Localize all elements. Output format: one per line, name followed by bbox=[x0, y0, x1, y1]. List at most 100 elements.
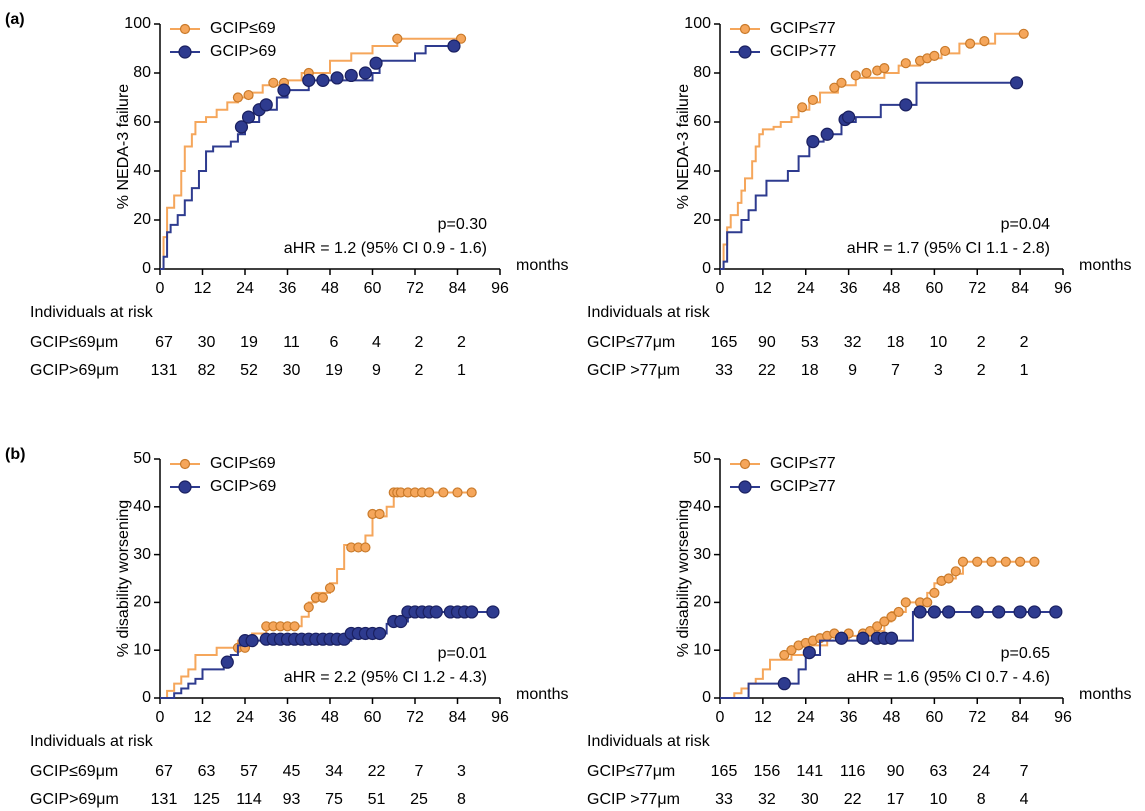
risk-count: 32 bbox=[758, 791, 776, 808]
risk-row-name: GCIP≤69μm bbox=[30, 334, 118, 351]
risk-count: 22 bbox=[758, 362, 776, 379]
legend-label: GCIP>69 bbox=[210, 43, 276, 60]
censor-marker bbox=[842, 110, 856, 124]
legend-marker bbox=[178, 480, 192, 494]
censor-marker bbox=[943, 573, 954, 584]
censor-marker bbox=[465, 605, 479, 619]
censor-marker bbox=[879, 62, 890, 74]
censor-marker bbox=[232, 92, 244, 103]
censor-marker bbox=[834, 631, 849, 645]
y-tick-label: 80 bbox=[693, 64, 711, 81]
x-tick-label: 36 bbox=[279, 709, 297, 726]
x-tick-label: 0 bbox=[716, 280, 725, 297]
risk-count: 22 bbox=[844, 791, 862, 808]
legend-label: GCIP≤69 bbox=[210, 20, 276, 37]
censor-marker bbox=[447, 39, 461, 53]
x-tick-label: 60 bbox=[925, 280, 943, 297]
censor-marker bbox=[829, 82, 840, 93]
y-axis-label: % disability worsening bbox=[115, 500, 132, 657]
risk-count: 2 bbox=[1020, 334, 1029, 351]
risk-count: 7 bbox=[1020, 763, 1029, 780]
censor-marker bbox=[1049, 605, 1063, 619]
risk-count: 7 bbox=[891, 362, 900, 379]
km-curve bbox=[160, 37, 462, 270]
censor-marker bbox=[277, 83, 291, 97]
censor-marker bbox=[929, 587, 940, 598]
risk-row-name: GCIP≤69μm bbox=[30, 763, 118, 780]
censor-marker bbox=[372, 626, 387, 641]
risk-count: 8 bbox=[457, 791, 466, 808]
y-tick-label: 30 bbox=[693, 546, 711, 563]
legend-marker bbox=[738, 480, 752, 494]
censor-marker bbox=[358, 66, 373, 80]
censor-marker bbox=[234, 120, 249, 134]
y-tick-label: 20 bbox=[693, 211, 711, 228]
censor-marker bbox=[302, 73, 316, 87]
y-tick-label: 40 bbox=[133, 498, 151, 515]
risk-count: 9 bbox=[372, 362, 381, 379]
legend-marker bbox=[178, 45, 192, 59]
y-tick-label: 60 bbox=[693, 113, 711, 130]
y-tick-label: 80 bbox=[133, 64, 151, 81]
censor-marker bbox=[1018, 28, 1029, 39]
annotation: p=0.01 bbox=[438, 645, 487, 662]
y-tick-label: 50 bbox=[133, 450, 151, 467]
x-tick-label: 0 bbox=[716, 709, 725, 726]
censor-marker bbox=[927, 605, 941, 619]
x-axis-label: months bbox=[1079, 686, 1131, 703]
censor-marker bbox=[884, 631, 899, 645]
censor-marker bbox=[965, 38, 976, 49]
risk-row-name: GCIP≤77μm bbox=[587, 334, 675, 351]
risk-count: 63 bbox=[929, 763, 947, 780]
risk-count: 6 bbox=[330, 334, 339, 351]
risk-row-name: GCIP >77μm bbox=[587, 362, 680, 379]
risk-count: 25 bbox=[410, 791, 428, 808]
x-tick-label: 84 bbox=[1011, 280, 1029, 297]
risk-count: 3 bbox=[457, 763, 466, 780]
risk-row-name: GCIP>69μm bbox=[30, 362, 119, 379]
km-curve bbox=[160, 45, 454, 270]
risk-count: 17 bbox=[887, 791, 905, 808]
risk-count: 75 bbox=[325, 791, 343, 808]
annotation: aHR = 1.2 (95% CI 0.9 - 1.6) bbox=[284, 240, 487, 257]
x-tick-label: 84 bbox=[1011, 709, 1029, 726]
x-tick-label: 36 bbox=[840, 709, 858, 726]
y-tick-label: 0 bbox=[702, 260, 711, 277]
legend-label: GCIP>69 bbox=[210, 478, 276, 495]
risk-count: 33 bbox=[715, 362, 733, 379]
censor-marker bbox=[872, 621, 883, 632]
censor-marker bbox=[929, 50, 940, 61]
x-tick-label: 36 bbox=[840, 280, 858, 297]
annotation: aHR = 2.2 (95% CI 1.2 - 4.3) bbox=[284, 669, 487, 686]
risk-count: 156 bbox=[754, 763, 781, 780]
x-tick-label: 48 bbox=[883, 280, 901, 297]
censor-marker bbox=[330, 71, 344, 85]
x-axis-label: months bbox=[1079, 257, 1131, 274]
y-tick-label: 10 bbox=[693, 641, 711, 658]
censor-marker bbox=[979, 36, 990, 47]
risk-count: 18 bbox=[801, 362, 819, 379]
x-tick-label: 96 bbox=[491, 709, 509, 726]
y-tick-label: 100 bbox=[684, 15, 711, 32]
x-tick-label: 24 bbox=[797, 280, 815, 297]
risk-count: 125 bbox=[193, 791, 220, 808]
censor-marker bbox=[1015, 556, 1026, 567]
risk-count: 2 bbox=[415, 334, 424, 351]
risk-count: 116 bbox=[840, 763, 866, 780]
censor-marker bbox=[836, 77, 847, 88]
km-curve bbox=[720, 81, 1017, 270]
y-tick-label: 0 bbox=[702, 689, 711, 706]
risk-count: 30 bbox=[801, 791, 819, 808]
censor-marker bbox=[324, 582, 336, 594]
x-axis-label: months bbox=[516, 257, 568, 274]
x-tick-label: 60 bbox=[364, 280, 382, 297]
censor-marker bbox=[289, 621, 300, 632]
censor-marker bbox=[424, 487, 435, 498]
x-tick-label: 72 bbox=[968, 280, 986, 297]
censor-marker bbox=[1009, 76, 1024, 90]
risk-count: 32 bbox=[844, 334, 862, 351]
risk-count: 114 bbox=[236, 791, 262, 808]
y-tick-label: 50 bbox=[693, 450, 711, 467]
y-tick-label: 20 bbox=[133, 211, 151, 228]
